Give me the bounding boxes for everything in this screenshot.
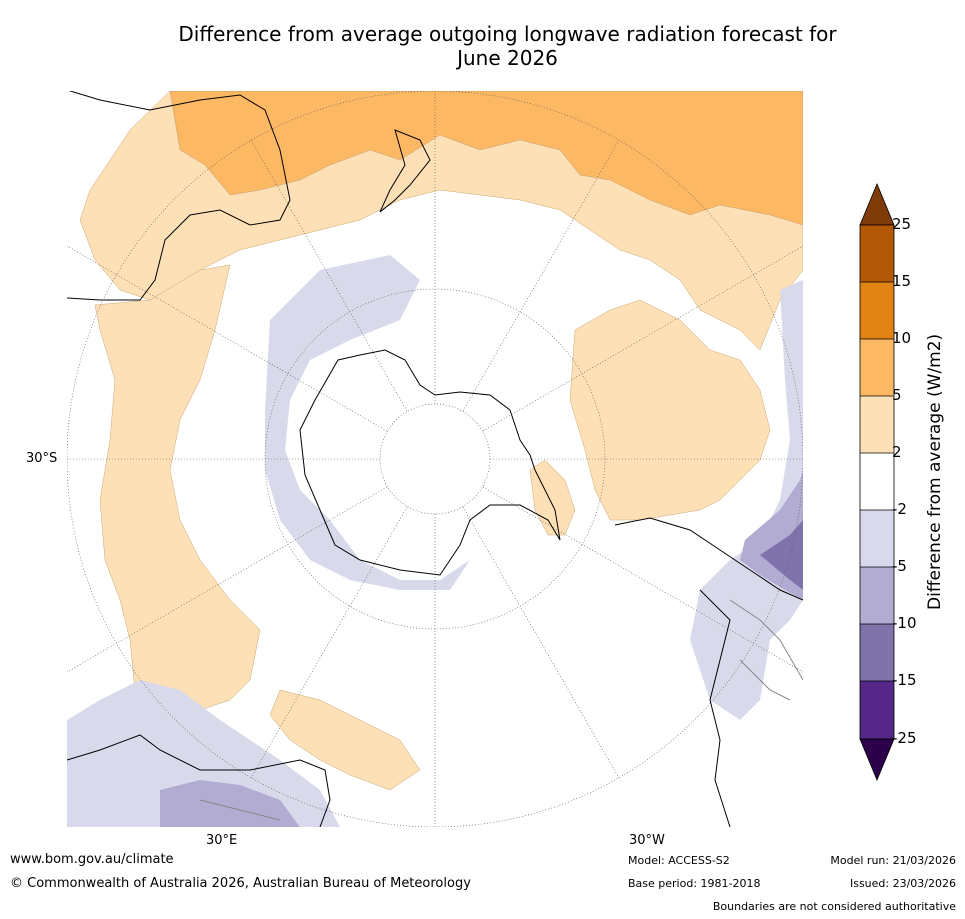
anomaly-positive-south: [269, 689, 421, 791]
colorbar-band-neutral: [860, 453, 894, 510]
colorbar-tick: 15: [892, 272, 912, 290]
colorbar-tick: 5: [892, 386, 902, 404]
colorbar-tick: 2: [892, 443, 902, 461]
australia-coast: [67, 91, 291, 301]
colorbar-tick: -15: [892, 671, 917, 689]
colorbar-band-10-15: [860, 282, 894, 339]
anomaly-positive-mid: [79, 91, 803, 351]
colorbar-tick: -5: [892, 557, 907, 575]
footer-copyright: © Commonwealth of Australia 2026, Austra…: [10, 876, 471, 891]
title-line-1: Difference from average outgoing longwav…: [178, 22, 837, 46]
colorbar-tick: -25: [892, 729, 917, 747]
footer-issued: Issued: 23/03/2026: [849, 877, 956, 890]
lon-label-30w: 30°W: [629, 833, 665, 848]
anomaly-negative-southwest: [67, 680, 340, 827]
colorbar-band-m2-m5: [860, 510, 894, 567]
colorbar-title: Difference from average (W/m2): [925, 333, 945, 610]
lon-label-30e: 30°E: [206, 833, 238, 848]
antarctica-coast: [299, 349, 561, 576]
colorbar-tick: 10: [892, 329, 912, 347]
lat-label-30s: 30°S: [26, 451, 58, 466]
colorbar: [859, 182, 895, 782]
anomaly-negative-southwest-mod: [160, 780, 300, 827]
colorbar-under-arrow: [859, 738, 895, 782]
footer-model-run: Model run: 21/03/2026: [830, 854, 956, 867]
africa-coast: [67, 734, 331, 827]
map-area: [67, 91, 803, 827]
southamerica-coast: [614, 517, 803, 827]
title-line-2: June 2026: [457, 46, 558, 70]
country-borders: [199, 599, 803, 821]
footer-website-link[interactable]: www.bom.gov.au/climate: [10, 852, 174, 867]
coastlines: [67, 91, 803, 827]
footer-model: Model: ACCESS-S2: [628, 854, 730, 867]
graticule: [67, 91, 803, 827]
anomaly-negative-ring: [265, 255, 470, 590]
anomaly-positive-east: [569, 299, 771, 521]
colorbar-band-m10-m15: [860, 624, 894, 681]
anomaly-positive-west: [94, 264, 261, 721]
colorbar-tick: -10: [892, 614, 917, 632]
footer-disclaimer: Boundaries are not considered authoritat…: [712, 900, 956, 913]
anomaly-negative-east-strong: [760, 520, 803, 590]
chart-title: Difference from average outgoing longwav…: [140, 22, 875, 70]
colorbar-band-5-10: [860, 339, 894, 396]
footer-base-period: Base period: 1981-2018: [628, 877, 761, 890]
anomaly-negative-east: [690, 280, 803, 720]
colorbar-band-2-5: [860, 396, 894, 453]
colorbar-tick: -2: [892, 500, 907, 518]
newzealand-coast: [379, 129, 431, 213]
colorbar-band-15-25: [860, 225, 894, 282]
colorbar-band-m5-m10: [860, 567, 894, 624]
colorbar-over-arrow: [859, 182, 895, 226]
colorbar-tick: 25: [892, 215, 912, 233]
colorbar-band-m15-m25: [860, 681, 894, 739]
